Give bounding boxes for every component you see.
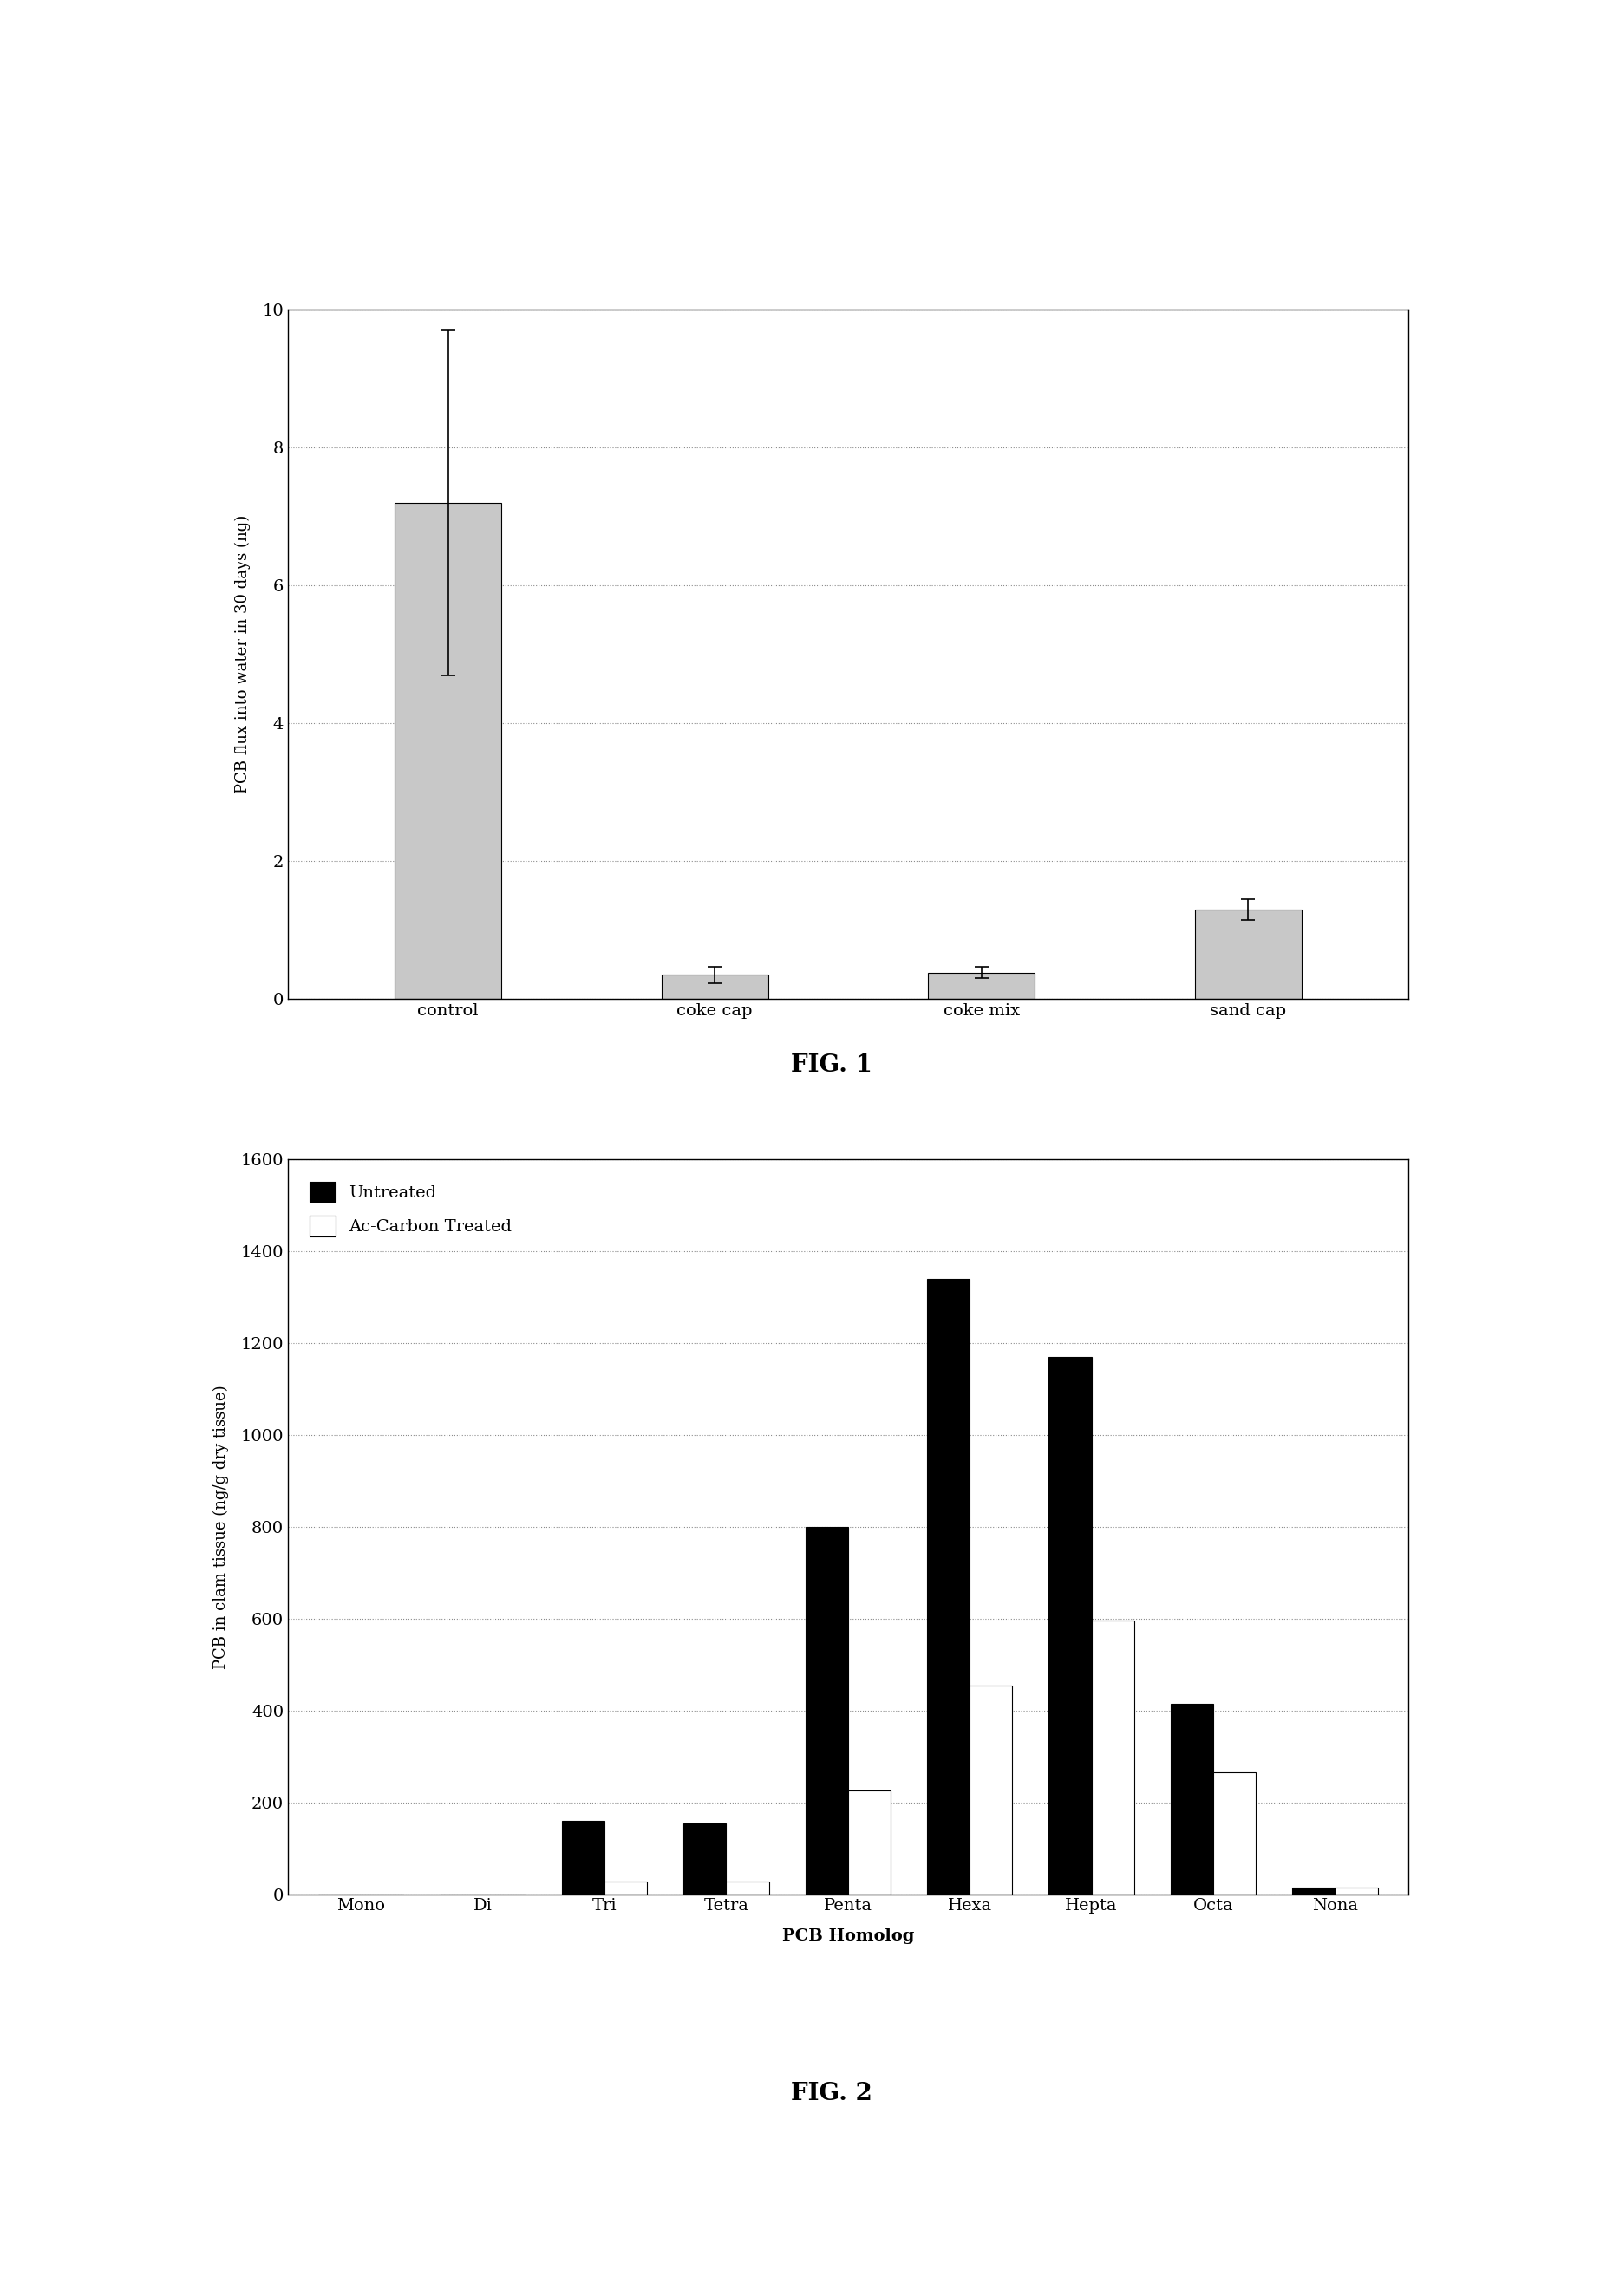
Bar [926,1279,970,1894]
Bar [1195,909,1301,999]
Legend: Untreated, Ac-Carbon Treated: Untreated, Ac-Carbon Treated [296,1169,525,1249]
Bar [661,974,768,999]
Bar [1293,1887,1334,1894]
Bar [1213,1773,1256,1894]
Bar [970,1685,1013,1894]
Bar [683,1823,726,1894]
Bar [805,1527,848,1894]
Bar [928,974,1035,999]
Bar [1334,1887,1378,1894]
X-axis label: PCB Homolog: PCB Homolog [782,1929,914,1945]
Y-axis label: PCB flux into water in 30 days (ng): PCB flux into water in 30 days (ng) [235,514,250,794]
Text: FIG. 2: FIG. 2 [792,2082,872,2105]
Bar [848,1791,891,1894]
Bar [726,1880,770,1894]
Bar [562,1821,605,1894]
Bar [1171,1704,1213,1894]
Bar [1091,1621,1134,1894]
Text: FIG. 1: FIG. 1 [792,1054,872,1077]
Bar [395,503,501,999]
Bar [1050,1357,1091,1894]
Bar [605,1880,646,1894]
Y-axis label: PCB in clam tissue (ng/g dry tissue): PCB in clam tissue (ng/g dry tissue) [213,1384,229,1669]
